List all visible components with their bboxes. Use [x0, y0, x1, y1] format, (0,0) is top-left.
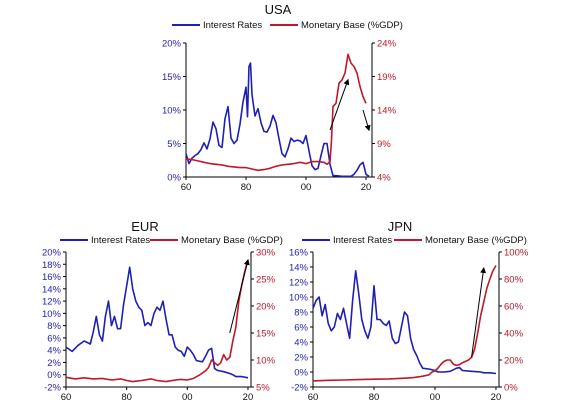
- usa-left-tick-label: 5%: [167, 139, 181, 150]
- eur-left-tick-label: 20%: [42, 248, 62, 259]
- eur-left-tick-label: 18%: [42, 260, 62, 271]
- eur-left-tick-label: 12%: [42, 297, 62, 308]
- eur-left-tick-label: 10%: [42, 309, 62, 320]
- eur-right-tick-label: 20%: [256, 302, 276, 313]
- eur-right-tick-label: 15%: [256, 329, 276, 340]
- jpn-legend-monetary-label: Monetary Base (%GDP): [425, 235, 527, 246]
- eur-left-tick-label: 14%: [42, 284, 62, 295]
- eur-left-tick-label: -2%: [44, 383, 61, 394]
- usa-left-tick-label: 0%: [167, 173, 181, 184]
- eur-legend: Interest Rates Monetary Base (%GDP): [60, 235, 283, 246]
- eur-legend-interest-label: Interest Rates: [91, 235, 150, 246]
- usa-x-tick-label: 60: [181, 182, 192, 193]
- usa-left-tick-label: 15%: [162, 72, 182, 83]
- eur-left-tick-label: 16%: [42, 272, 62, 283]
- eur-monetary-base-line: [65, 259, 249, 383]
- jpn-left-tick-label: 12%: [289, 278, 309, 289]
- jpn-legend: Interest Rates Monetary Base (%GDP): [302, 235, 527, 246]
- jpn-left-tick-label: 2%: [294, 353, 308, 364]
- eur-right-tick-label: 30%: [256, 248, 276, 259]
- jpn-x-tick-label: 00: [430, 392, 441, 403]
- jpn-x-tick-label: 60: [308, 392, 319, 403]
- usa-x-tick-label: 00: [301, 182, 312, 193]
- jpn-right-tick-label: 20%: [504, 356, 524, 367]
- usa-legend: Interest Rates Monetary Base (%GDP): [172, 20, 403, 31]
- jpn-left-tick-label: 6%: [294, 323, 308, 334]
- eur-x-tick-label: 00: [182, 392, 193, 403]
- eur-legend-monetary-label: Monetary Base (%GDP): [181, 235, 283, 246]
- jpn-left-tick-label: 14%: [289, 263, 309, 274]
- usa-right-tick-label: 4%: [377, 173, 391, 184]
- usa-chart: USA Interest Rates Monetary Base (%GDP) …: [162, 2, 403, 193]
- jpn-right-tick-label: 100%: [504, 248, 529, 259]
- eur-right-tick-label: 25%: [256, 275, 276, 286]
- eur-left-tick-label: 0%: [47, 370, 61, 381]
- eur-right-tick-label: 5%: [256, 383, 270, 394]
- eur-chart-title: EUR: [131, 219, 158, 234]
- eur-x-tick-label: 20: [243, 392, 254, 403]
- eur-left-tick-label: 8%: [47, 321, 61, 332]
- eur-interest-rates-line: [65, 266, 249, 379]
- jpn-left-tick-label: 0%: [294, 368, 308, 379]
- eur-left-tick-label: 4%: [47, 346, 61, 357]
- jpn-x-tick-label: 80: [369, 392, 380, 403]
- jpn-left-tick-label: 10%: [289, 293, 309, 304]
- eur-chart: EUR Interest Rates Monetary Base (%GDP) …: [42, 219, 283, 403]
- jpn-right-tick-label: 60%: [504, 302, 524, 313]
- jpn-x-tick-label: 20: [491, 392, 502, 403]
- jpn-left-tick-label: 4%: [294, 338, 308, 349]
- usa-right-tick-label: 14%: [377, 106, 397, 117]
- usa-monetary-base-line: [185, 53, 367, 172]
- usa-x-tick-label: 20: [361, 182, 372, 193]
- jpn-left-tick-label: 16%: [289, 248, 309, 259]
- usa-interest-rates-line: [185, 62, 370, 178]
- eur-right-tick-label: 10%: [256, 356, 276, 367]
- eur-trend-arrow: [229, 258, 250, 334]
- jpn-legend-interest-label: Interest Rates: [333, 235, 392, 246]
- usa-trend-arrow: [362, 109, 371, 132]
- jpn-monetary-base-line: [312, 265, 497, 382]
- jpn-left-tick-label: -2%: [291, 383, 308, 394]
- eur-left-tick-label: 2%: [47, 358, 61, 369]
- jpn-right-tick-label: 40%: [504, 329, 524, 340]
- jpn-right-tick-label: 80%: [504, 275, 524, 286]
- usa-left-tick-label: 10%: [162, 106, 182, 117]
- usa-right-tick-label: 19%: [377, 72, 397, 83]
- jpn-interest-rates-line: [312, 269, 497, 375]
- jpn-chart: JPN Interest Rates Monetary Base (%GDP) …: [289, 219, 529, 403]
- usa-right-tick-label: 9%: [377, 139, 391, 150]
- jpn-right-tick-label: 0%: [504, 383, 518, 394]
- usa-chart-title: USA: [265, 2, 292, 17]
- eur-left-tick-label: 6%: [47, 333, 61, 344]
- usa-left-tick-label: 20%: [162, 39, 182, 50]
- usa-legend-monetary-label: Monetary Base (%GDP): [301, 20, 403, 31]
- eur-x-tick-label: 80: [121, 392, 132, 403]
- usa-legend-interest-label: Interest Rates: [203, 20, 262, 31]
- usa-right-tick-label: 24%: [377, 39, 397, 50]
- jpn-left-tick-label: 8%: [294, 308, 308, 319]
- jpn-trend-arrow: [471, 267, 487, 358]
- usa-x-tick-label: 80: [241, 182, 252, 193]
- eur-x-tick-label: 60: [61, 392, 72, 403]
- usa-trend-arrow: [329, 78, 350, 131]
- jpn-chart-title: JPN: [388, 219, 413, 234]
